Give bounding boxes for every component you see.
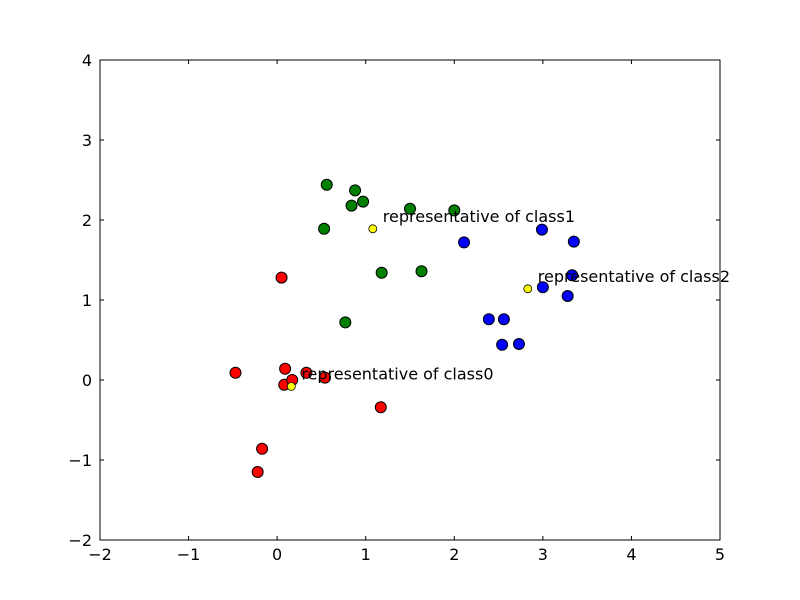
y-tick-label: 4 (82, 51, 92, 70)
x-tick-label: −2 (88, 545, 112, 564)
class0-point (275, 271, 288, 284)
class0-point (300, 366, 313, 379)
class0-point (374, 401, 387, 414)
class2-point (496, 338, 509, 351)
class1-point (357, 195, 370, 208)
y-tick-label: 2 (82, 211, 92, 230)
class1-point (448, 204, 461, 217)
class2-point (482, 313, 495, 326)
class2-point (566, 269, 579, 282)
class0-point (256, 442, 269, 455)
x-tick-label: 1 (361, 545, 371, 564)
class2-point (497, 313, 510, 326)
x-tick-label: 0 (272, 545, 282, 564)
class1-point (318, 222, 331, 235)
x-tick-label: 5 (715, 545, 725, 564)
representative-label: representative of class2 (538, 267, 730, 286)
annotations-layer: representative of class0 representative o… (301, 207, 730, 384)
class1-point (339, 316, 352, 329)
plot-frame (99, 59, 721, 541)
ticks-layer: −2 −1 0 1 2 3 4 5 −2 −1 0 1 2 3 4 (68, 51, 725, 564)
points-layer (229, 178, 580, 478)
class1-point (320, 178, 333, 191)
representative-point (368, 224, 378, 234)
class1-point (415, 265, 428, 278)
representative-label: representative of class0 (301, 364, 493, 383)
class2-point (561, 290, 574, 302)
y-tick-label: 3 (82, 131, 92, 150)
class0-point (229, 366, 242, 379)
x-tick-label: −1 (177, 545, 201, 564)
class0-point (251, 466, 264, 478)
class2-point (535, 223, 548, 236)
y-tick-label: 1 (82, 291, 92, 310)
class1-point (404, 202, 416, 215)
x-tick-label: 2 (449, 545, 459, 564)
class1-point (349, 184, 362, 197)
class1-point (345, 199, 358, 212)
y-tick-label: −1 (68, 451, 92, 470)
class0-point (279, 362, 292, 375)
class0-point (318, 371, 331, 384)
class2-point (458, 236, 471, 249)
representative-point (286, 381, 296, 391)
representative-label: representative of class1 (383, 207, 575, 226)
y-tick-label: 0 (82, 371, 92, 390)
class1-point (375, 266, 388, 279)
class2-point (567, 235, 580, 248)
representative-point (523, 284, 533, 294)
x-tick-label: 3 (538, 545, 548, 564)
y-tick-label: −2 (68, 531, 92, 550)
class2-point (512, 338, 525, 350)
class2-point (536, 281, 549, 294)
x-tick-label: 4 (626, 545, 636, 564)
